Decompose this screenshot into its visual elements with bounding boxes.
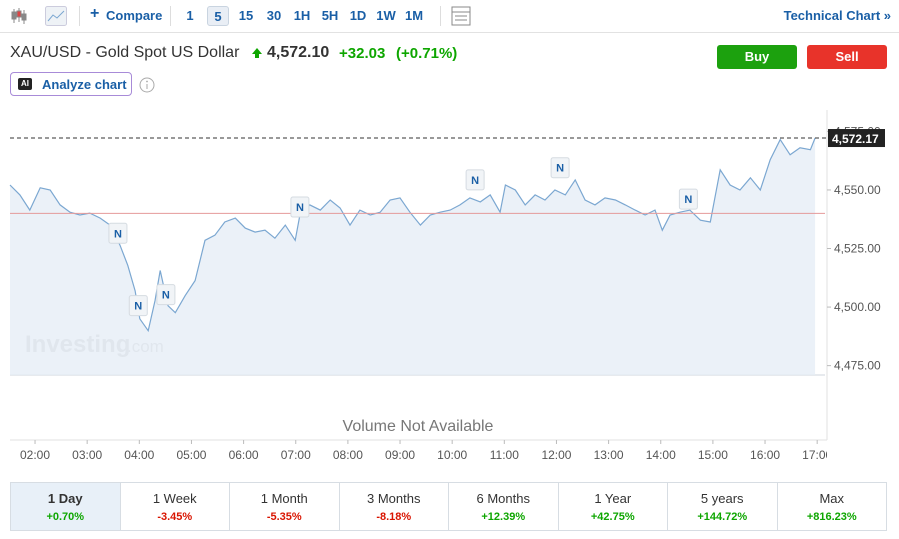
x-tick-label: 08:00 bbox=[333, 448, 363, 462]
interval-button[interactable]: 1M bbox=[404, 8, 424, 23]
interval-button[interactable]: 1W bbox=[376, 8, 396, 23]
news-marker[interactable] bbox=[290, 196, 310, 218]
x-tick-label: 09:00 bbox=[385, 448, 415, 462]
period-change: +144.72% bbox=[697, 511, 748, 523]
period-change: -5.35% bbox=[266, 511, 302, 523]
interval-button[interactable]: 30 bbox=[266, 8, 282, 23]
news-label: N bbox=[134, 301, 142, 313]
period-cell[interactable]: 1 Week -3.45% bbox=[121, 483, 230, 530]
price: 4,572.10 bbox=[267, 44, 330, 61]
period-label: 1 Week bbox=[152, 491, 197, 506]
x-tick-label: 12:00 bbox=[541, 448, 571, 462]
buy-button[interactable]: Buy bbox=[717, 45, 797, 69]
interval-button[interactable]: 1H bbox=[293, 8, 311, 23]
chart: Volume Not Available Investing.com4,475.… bbox=[9, 110, 885, 462]
y-tick-label: 4,525.00 bbox=[834, 242, 881, 256]
period-change: +816.23% bbox=[806, 511, 857, 523]
x-tick-label: 11:00 bbox=[490, 448, 519, 462]
interval-button[interactable]: 5H bbox=[321, 8, 339, 23]
period-cell[interactable]: 1 Day +0.70% bbox=[11, 483, 121, 530]
news-label: N bbox=[684, 194, 692, 206]
sell-button[interactable]: Sell bbox=[807, 45, 887, 69]
period-change: -8.18% bbox=[376, 511, 412, 523]
news-marker[interactable] bbox=[128, 295, 148, 317]
period-label: 1 Month bbox=[260, 491, 308, 506]
interval-button[interactable]: 1 bbox=[186, 8, 194, 23]
x-tick-label: 10:00 bbox=[437, 448, 467, 462]
change: +32.03 bbox=[339, 45, 386, 62]
x-tick-label: 13:00 bbox=[594, 448, 624, 462]
period-table: 1 Day +0.70% 1 Week -3.45% 1 Month -5.35% 3 Mo… bbox=[10, 482, 887, 531]
x-tick-label: 17:00 bbox=[802, 448, 832, 462]
period-change: +12.39% bbox=[481, 511, 526, 523]
x-tick-label: 05:00 bbox=[176, 448, 206, 462]
analyze-chart-button[interactable]: AI Analyze chart bbox=[10, 72, 132, 96]
period-label: 1 Day bbox=[47, 491, 83, 506]
period-label: 1 Year bbox=[594, 491, 632, 506]
price-line bbox=[9, 137, 816, 333]
news-label: N bbox=[162, 290, 170, 302]
y-tick-label: 4,550.00 bbox=[834, 183, 881, 197]
volume-note: Volume Not Available bbox=[343, 418, 494, 435]
area-icon[interactable] bbox=[45, 6, 67, 26]
change-percent: (+0.71%) bbox=[396, 45, 458, 62]
period-change: -3.45% bbox=[157, 511, 193, 523]
news-marker[interactable] bbox=[108, 222, 128, 244]
period-cell[interactable]: 5 years +144.72% bbox=[668, 483, 778, 530]
plus-icon: + bbox=[90, 5, 100, 22]
last-price-label: 4,572.17 bbox=[832, 132, 879, 146]
analyze-label: Analyze chart bbox=[42, 77, 127, 92]
period-cell[interactable]: 1 Year +42.75% bbox=[559, 483, 668, 530]
news-label: N bbox=[296, 202, 304, 214]
x-tick-label: 04:00 bbox=[124, 448, 154, 462]
info-icon[interactable] bbox=[139, 77, 155, 93]
interval-button[interactable]: 15 bbox=[238, 8, 254, 23]
x-tick-label: 06:00 bbox=[229, 448, 259, 462]
period-label: 6 Months bbox=[476, 491, 530, 506]
table-icon[interactable] bbox=[451, 6, 471, 26]
news-marker[interactable] bbox=[156, 284, 176, 306]
x-axis: 02:00 03:00 04:00 05:00 06:00 07:00 08:00 09:00… bbox=[20, 440, 832, 462]
up-arrow bbox=[252, 48, 262, 58]
x-tick-label: 02:00 bbox=[20, 448, 50, 462]
period-label: 5 years bbox=[700, 491, 744, 506]
price-area bbox=[10, 138, 816, 375]
period-change: +0.70% bbox=[46, 511, 85, 523]
toolbar: + Compare Technical Chart » 1 5 15 30 1H 5H 1D… bbox=[0, 0, 899, 33]
period-cell[interactable]: Max +816.23% bbox=[778, 483, 887, 530]
interval-button[interactable]: 1D bbox=[349, 8, 367, 23]
period-cell[interactable]: 3 Months -8.18% bbox=[340, 483, 449, 530]
last-price-box bbox=[828, 129, 885, 148]
x-tick-label: 16:00 bbox=[750, 448, 780, 462]
period-cell[interactable]: 6 Months +12.39% bbox=[449, 483, 559, 530]
x-tick-label: 14:00 bbox=[646, 448, 676, 462]
period-label: Max bbox=[819, 491, 845, 506]
candles-icon[interactable] bbox=[10, 7, 28, 25]
x-tick-label: 03:00 bbox=[72, 448, 102, 462]
news-marker[interactable] bbox=[465, 169, 485, 191]
interval-button[interactable]: 5 bbox=[207, 6, 229, 26]
period-change: +42.75% bbox=[590, 511, 635, 523]
period-cell[interactable]: 1 Month -5.35% bbox=[230, 483, 340, 530]
instrument-title: XAU/USD - Gold Spot US Dollar bbox=[10, 44, 240, 61]
news-label: N bbox=[471, 175, 479, 187]
news-marker[interactable] bbox=[678, 188, 698, 210]
technical-chart-link[interactable]: Technical Chart » bbox=[783, 8, 891, 23]
news-marker[interactable] bbox=[550, 157, 570, 179]
news-label: N bbox=[556, 163, 564, 175]
ai-badge: AI bbox=[18, 78, 32, 90]
y-tick-label: 4,500.00 bbox=[834, 300, 881, 314]
period-label: 3 Months bbox=[367, 491, 421, 506]
x-tick-label: 07:00 bbox=[281, 448, 311, 462]
news-label: N bbox=[114, 228, 122, 240]
y-tick-label: 4,475.00 bbox=[834, 359, 881, 373]
compare-button[interactable]: Compare bbox=[106, 8, 163, 23]
x-tick-label: 15:00 bbox=[698, 448, 728, 462]
